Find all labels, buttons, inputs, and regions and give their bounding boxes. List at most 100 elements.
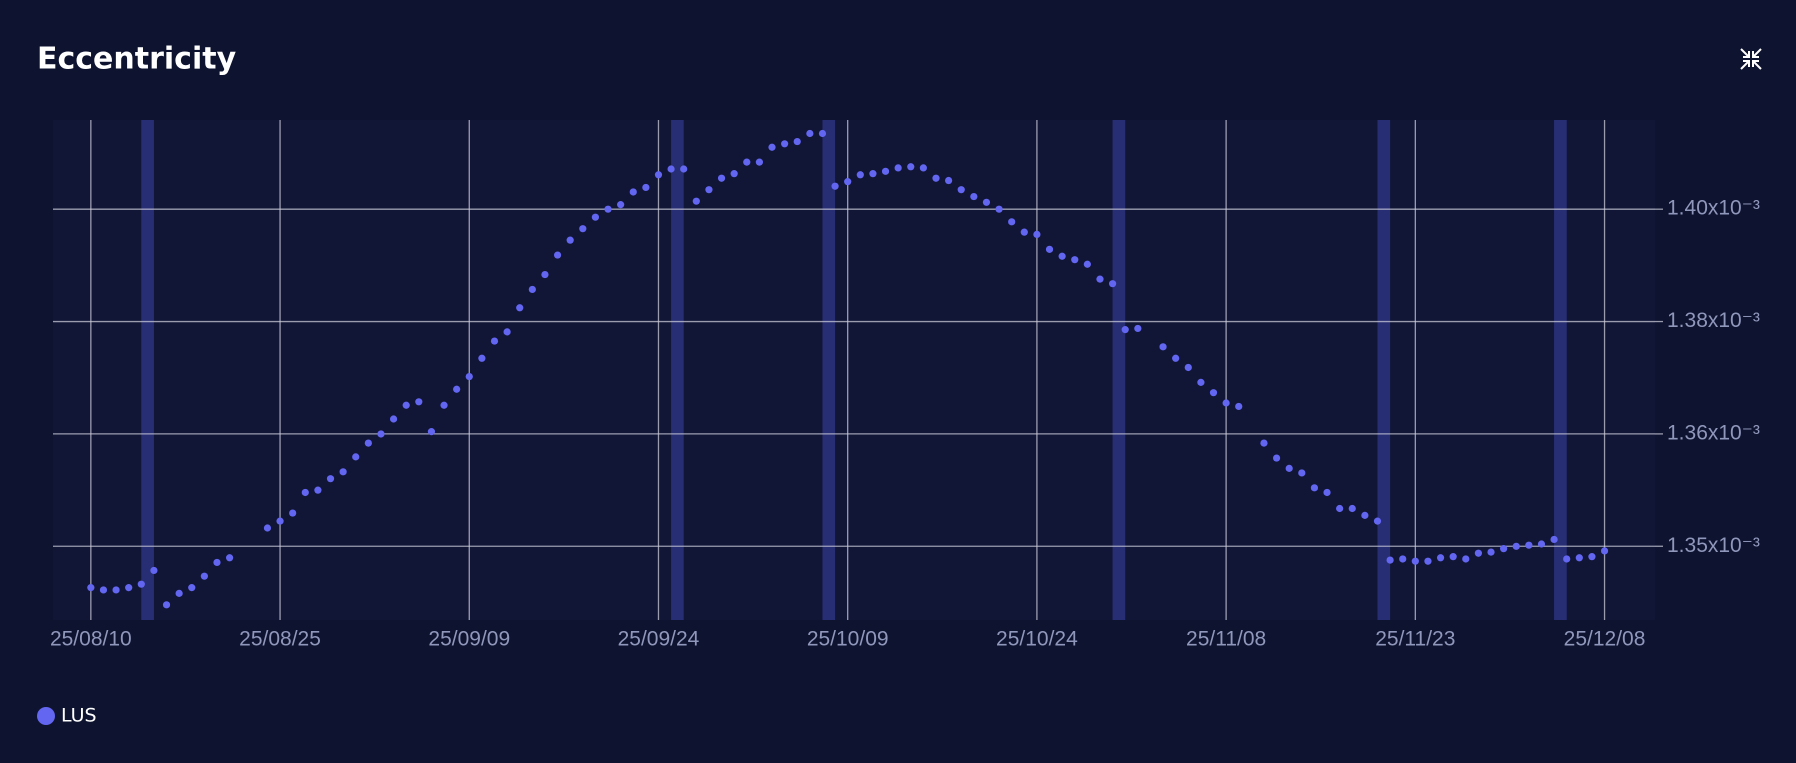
data-point (389, 415, 398, 423)
data-point (1033, 230, 1041, 238)
data-point (453, 385, 461, 393)
data-point (200, 572, 208, 580)
data-point (225, 554, 234, 562)
data-point (1550, 535, 1558, 544)
data-point (945, 176, 953, 185)
chart-title: Eccentricity (37, 42, 237, 77)
x-tick-label: 25/10/24 (996, 628, 1078, 651)
data-point (162, 601, 171, 609)
data-point (743, 158, 751, 166)
data-point (831, 182, 839, 190)
data-point (881, 167, 890, 175)
data-point (642, 183, 650, 192)
data-point (1008, 218, 1016, 226)
highlight-band (141, 120, 154, 620)
data-point (617, 201, 625, 209)
data-point (894, 164, 902, 172)
data-point (87, 584, 95, 592)
data-point (175, 589, 183, 597)
data-point (314, 486, 322, 494)
data-point (1172, 354, 1180, 362)
data-point (1512, 542, 1520, 550)
data-point (427, 428, 436, 436)
data-point (604, 205, 612, 213)
data-point (1386, 556, 1394, 564)
data-point (112, 586, 120, 594)
data-point (276, 517, 284, 525)
data-point (1184, 363, 1192, 372)
x-tick-label: 25/10/09 (807, 628, 889, 651)
data-point (1563, 555, 1571, 563)
data-point (1260, 439, 1268, 447)
data-point (692, 197, 700, 205)
collapse-icon-part (1752, 60, 1762, 70)
data-point (1222, 399, 1230, 407)
data-point (490, 337, 499, 345)
collapse-button[interactable] (1736, 44, 1766, 74)
data-point (957, 186, 965, 194)
data-point (1336, 504, 1344, 513)
data-point (1424, 557, 1432, 565)
y-tick-label: 1.40x10⁻³ (1667, 197, 1760, 220)
legend-label[interactable]: LUS (61, 705, 97, 727)
data-point (755, 158, 763, 166)
data-point (1058, 252, 1066, 260)
x-tick-label: 25/09/24 (618, 628, 700, 651)
data-point (1500, 545, 1508, 553)
data-point (289, 509, 297, 517)
x-tick-label: 25/11/23 (1375, 628, 1455, 651)
highlight-band (822, 120, 836, 620)
data-point (263, 524, 272, 532)
data-point (1209, 389, 1218, 397)
data-point (982, 198, 991, 206)
data-point (541, 270, 549, 279)
data-point (553, 251, 562, 259)
data-point (1348, 504, 1356, 513)
data-point (844, 178, 852, 186)
data-point (440, 401, 448, 409)
data-point (352, 453, 360, 461)
data-point (1361, 511, 1369, 519)
data-point (339, 468, 347, 476)
highlight-band (1377, 120, 1391, 620)
y-tick-label: 1.36x10⁻³ (1667, 421, 1760, 444)
data-point (503, 328, 511, 336)
data-point (1045, 245, 1054, 253)
collapse-hit-area[interactable] (1736, 44, 1766, 74)
data-point (919, 164, 927, 172)
data-point (1600, 547, 1609, 555)
data-point (1411, 557, 1419, 565)
data-point (970, 192, 978, 201)
data-point (150, 566, 158, 575)
data-point (326, 475, 335, 483)
data-point (1121, 326, 1129, 334)
data-point (465, 373, 473, 381)
highlight-band (1554, 120, 1567, 620)
data-point (528, 285, 536, 294)
x-tick-label: 25/08/25 (239, 628, 321, 651)
data-point (364, 439, 372, 447)
collapse-icon-part (1752, 48, 1762, 58)
data-point (793, 137, 801, 146)
data-point (781, 140, 789, 148)
data-point (137, 580, 145, 588)
data-point (1575, 554, 1583, 562)
legend-marker[interactable] (37, 707, 55, 725)
data-point (806, 129, 814, 138)
data-point (478, 354, 486, 362)
data-point (1096, 275, 1104, 283)
data-point (869, 170, 877, 178)
y-tick-label: 1.38x10⁻³ (1667, 309, 1760, 332)
data-point (1588, 553, 1596, 561)
x-tick-label: 25/12/08 (1564, 628, 1646, 651)
data-point (1373, 517, 1382, 525)
data-point (1525, 541, 1533, 549)
data-point (1134, 324, 1142, 333)
data-point (932, 174, 940, 182)
data-point (566, 236, 574, 244)
data-point (213, 558, 221, 567)
data-point (1487, 548, 1495, 556)
data-point (995, 205, 1003, 213)
